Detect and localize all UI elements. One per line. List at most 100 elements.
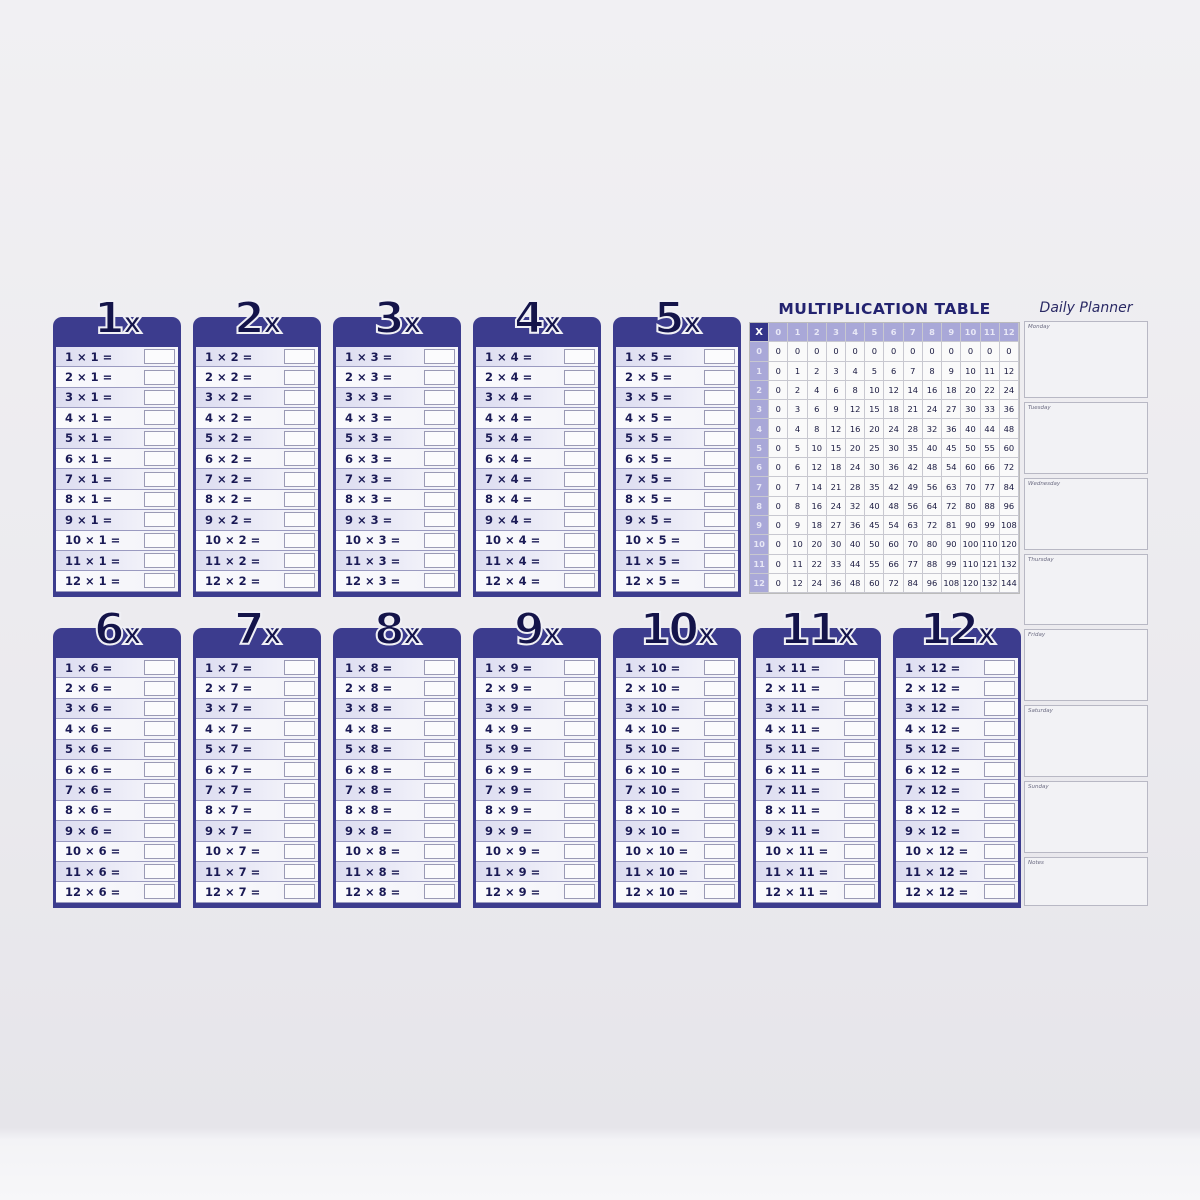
answer-box[interactable] bbox=[984, 721, 1015, 737]
answer-box[interactable] bbox=[144, 512, 175, 528]
answer-box[interactable] bbox=[984, 864, 1015, 880]
answer-box[interactable] bbox=[284, 349, 315, 365]
answer-box[interactable] bbox=[144, 410, 175, 426]
answer-box[interactable] bbox=[284, 553, 315, 569]
answer-box[interactable] bbox=[844, 660, 875, 676]
answer-box[interactable] bbox=[844, 864, 875, 880]
answer-box[interactable] bbox=[984, 660, 1015, 676]
answer-box[interactable] bbox=[284, 532, 315, 548]
answer-box[interactable] bbox=[424, 864, 455, 880]
answer-box[interactable] bbox=[144, 471, 175, 487]
answer-box[interactable] bbox=[424, 802, 455, 818]
answer-box[interactable] bbox=[424, 471, 455, 487]
answer-box[interactable] bbox=[424, 369, 455, 385]
planner-section[interactable]: Tuesday bbox=[1024, 402, 1148, 474]
planner-section[interactable]: Wednesday bbox=[1024, 478, 1148, 550]
answer-box[interactable] bbox=[284, 491, 315, 507]
answer-box[interactable] bbox=[564, 721, 595, 737]
answer-box[interactable] bbox=[704, 721, 735, 737]
answer-box[interactable] bbox=[284, 512, 315, 528]
answer-box[interactable] bbox=[564, 491, 595, 507]
answer-box[interactable] bbox=[564, 410, 595, 426]
answer-box[interactable] bbox=[704, 864, 735, 880]
answer-box[interactable] bbox=[564, 782, 595, 798]
planner-section[interactable]: Thursday bbox=[1024, 554, 1148, 625]
answer-box[interactable] bbox=[564, 700, 595, 716]
answer-box[interactable] bbox=[424, 389, 455, 405]
answer-box[interactable] bbox=[564, 802, 595, 818]
answer-box[interactable] bbox=[704, 349, 735, 365]
answer-box[interactable] bbox=[284, 389, 315, 405]
answer-box[interactable] bbox=[564, 451, 595, 467]
answer-box[interactable] bbox=[424, 660, 455, 676]
answer-box[interactable] bbox=[704, 532, 735, 548]
answer-box[interactable] bbox=[284, 864, 315, 880]
answer-box[interactable] bbox=[564, 349, 595, 365]
answer-box[interactable] bbox=[984, 762, 1015, 778]
answer-box[interactable] bbox=[424, 349, 455, 365]
answer-box[interactable] bbox=[424, 843, 455, 859]
answer-box[interactable] bbox=[704, 389, 735, 405]
answer-box[interactable] bbox=[144, 864, 175, 880]
answer-box[interactable] bbox=[284, 823, 315, 839]
answer-box[interactable] bbox=[564, 369, 595, 385]
answer-box[interactable] bbox=[144, 491, 175, 507]
answer-box[interactable] bbox=[844, 802, 875, 818]
planner-section[interactable]: Saturday bbox=[1024, 705, 1148, 777]
answer-box[interactable] bbox=[284, 451, 315, 467]
answer-box[interactable] bbox=[564, 660, 595, 676]
answer-box[interactable] bbox=[144, 430, 175, 446]
answer-box[interactable] bbox=[564, 741, 595, 757]
answer-box[interactable] bbox=[144, 369, 175, 385]
answer-box[interactable] bbox=[984, 680, 1015, 696]
answer-box[interactable] bbox=[564, 553, 595, 569]
answer-box[interactable] bbox=[564, 573, 595, 589]
answer-box[interactable] bbox=[984, 802, 1015, 818]
answer-box[interactable] bbox=[284, 843, 315, 859]
answer-box[interactable] bbox=[284, 680, 315, 696]
answer-box[interactable] bbox=[844, 721, 875, 737]
answer-box[interactable] bbox=[564, 471, 595, 487]
answer-box[interactable] bbox=[424, 721, 455, 737]
answer-box[interactable] bbox=[704, 573, 735, 589]
answer-box[interactable] bbox=[984, 700, 1015, 716]
answer-box[interactable] bbox=[284, 782, 315, 798]
answer-box[interactable] bbox=[424, 700, 455, 716]
answer-box[interactable] bbox=[984, 782, 1015, 798]
answer-box[interactable] bbox=[144, 451, 175, 467]
planner-section[interactable]: Monday bbox=[1024, 321, 1148, 398]
answer-box[interactable] bbox=[144, 823, 175, 839]
answer-box[interactable] bbox=[144, 782, 175, 798]
answer-box[interactable] bbox=[844, 843, 875, 859]
answer-box[interactable] bbox=[284, 721, 315, 737]
answer-box[interactable] bbox=[424, 680, 455, 696]
answer-box[interactable] bbox=[564, 532, 595, 548]
answer-box[interactable] bbox=[704, 823, 735, 839]
answer-box[interactable] bbox=[704, 471, 735, 487]
answer-box[interactable] bbox=[144, 573, 175, 589]
answer-box[interactable] bbox=[564, 823, 595, 839]
answer-box[interactable] bbox=[144, 389, 175, 405]
answer-box[interactable] bbox=[144, 660, 175, 676]
answer-box[interactable] bbox=[704, 802, 735, 818]
answer-box[interactable] bbox=[704, 741, 735, 757]
answer-box[interactable] bbox=[284, 762, 315, 778]
answer-box[interactable] bbox=[424, 410, 455, 426]
answer-box[interactable] bbox=[284, 741, 315, 757]
answer-box[interactable] bbox=[704, 762, 735, 778]
answer-box[interactable] bbox=[424, 491, 455, 507]
answer-box[interactable] bbox=[704, 369, 735, 385]
answer-box[interactable] bbox=[844, 884, 875, 900]
answer-box[interactable] bbox=[984, 884, 1015, 900]
answer-box[interactable] bbox=[284, 471, 315, 487]
answer-box[interactable] bbox=[564, 843, 595, 859]
answer-box[interactable] bbox=[704, 491, 735, 507]
answer-box[interactable] bbox=[564, 389, 595, 405]
answer-box[interactable] bbox=[284, 430, 315, 446]
answer-box[interactable] bbox=[424, 553, 455, 569]
answer-box[interactable] bbox=[424, 782, 455, 798]
answer-box[interactable] bbox=[704, 430, 735, 446]
answer-box[interactable] bbox=[704, 884, 735, 900]
answer-box[interactable] bbox=[844, 823, 875, 839]
answer-box[interactable] bbox=[144, 349, 175, 365]
